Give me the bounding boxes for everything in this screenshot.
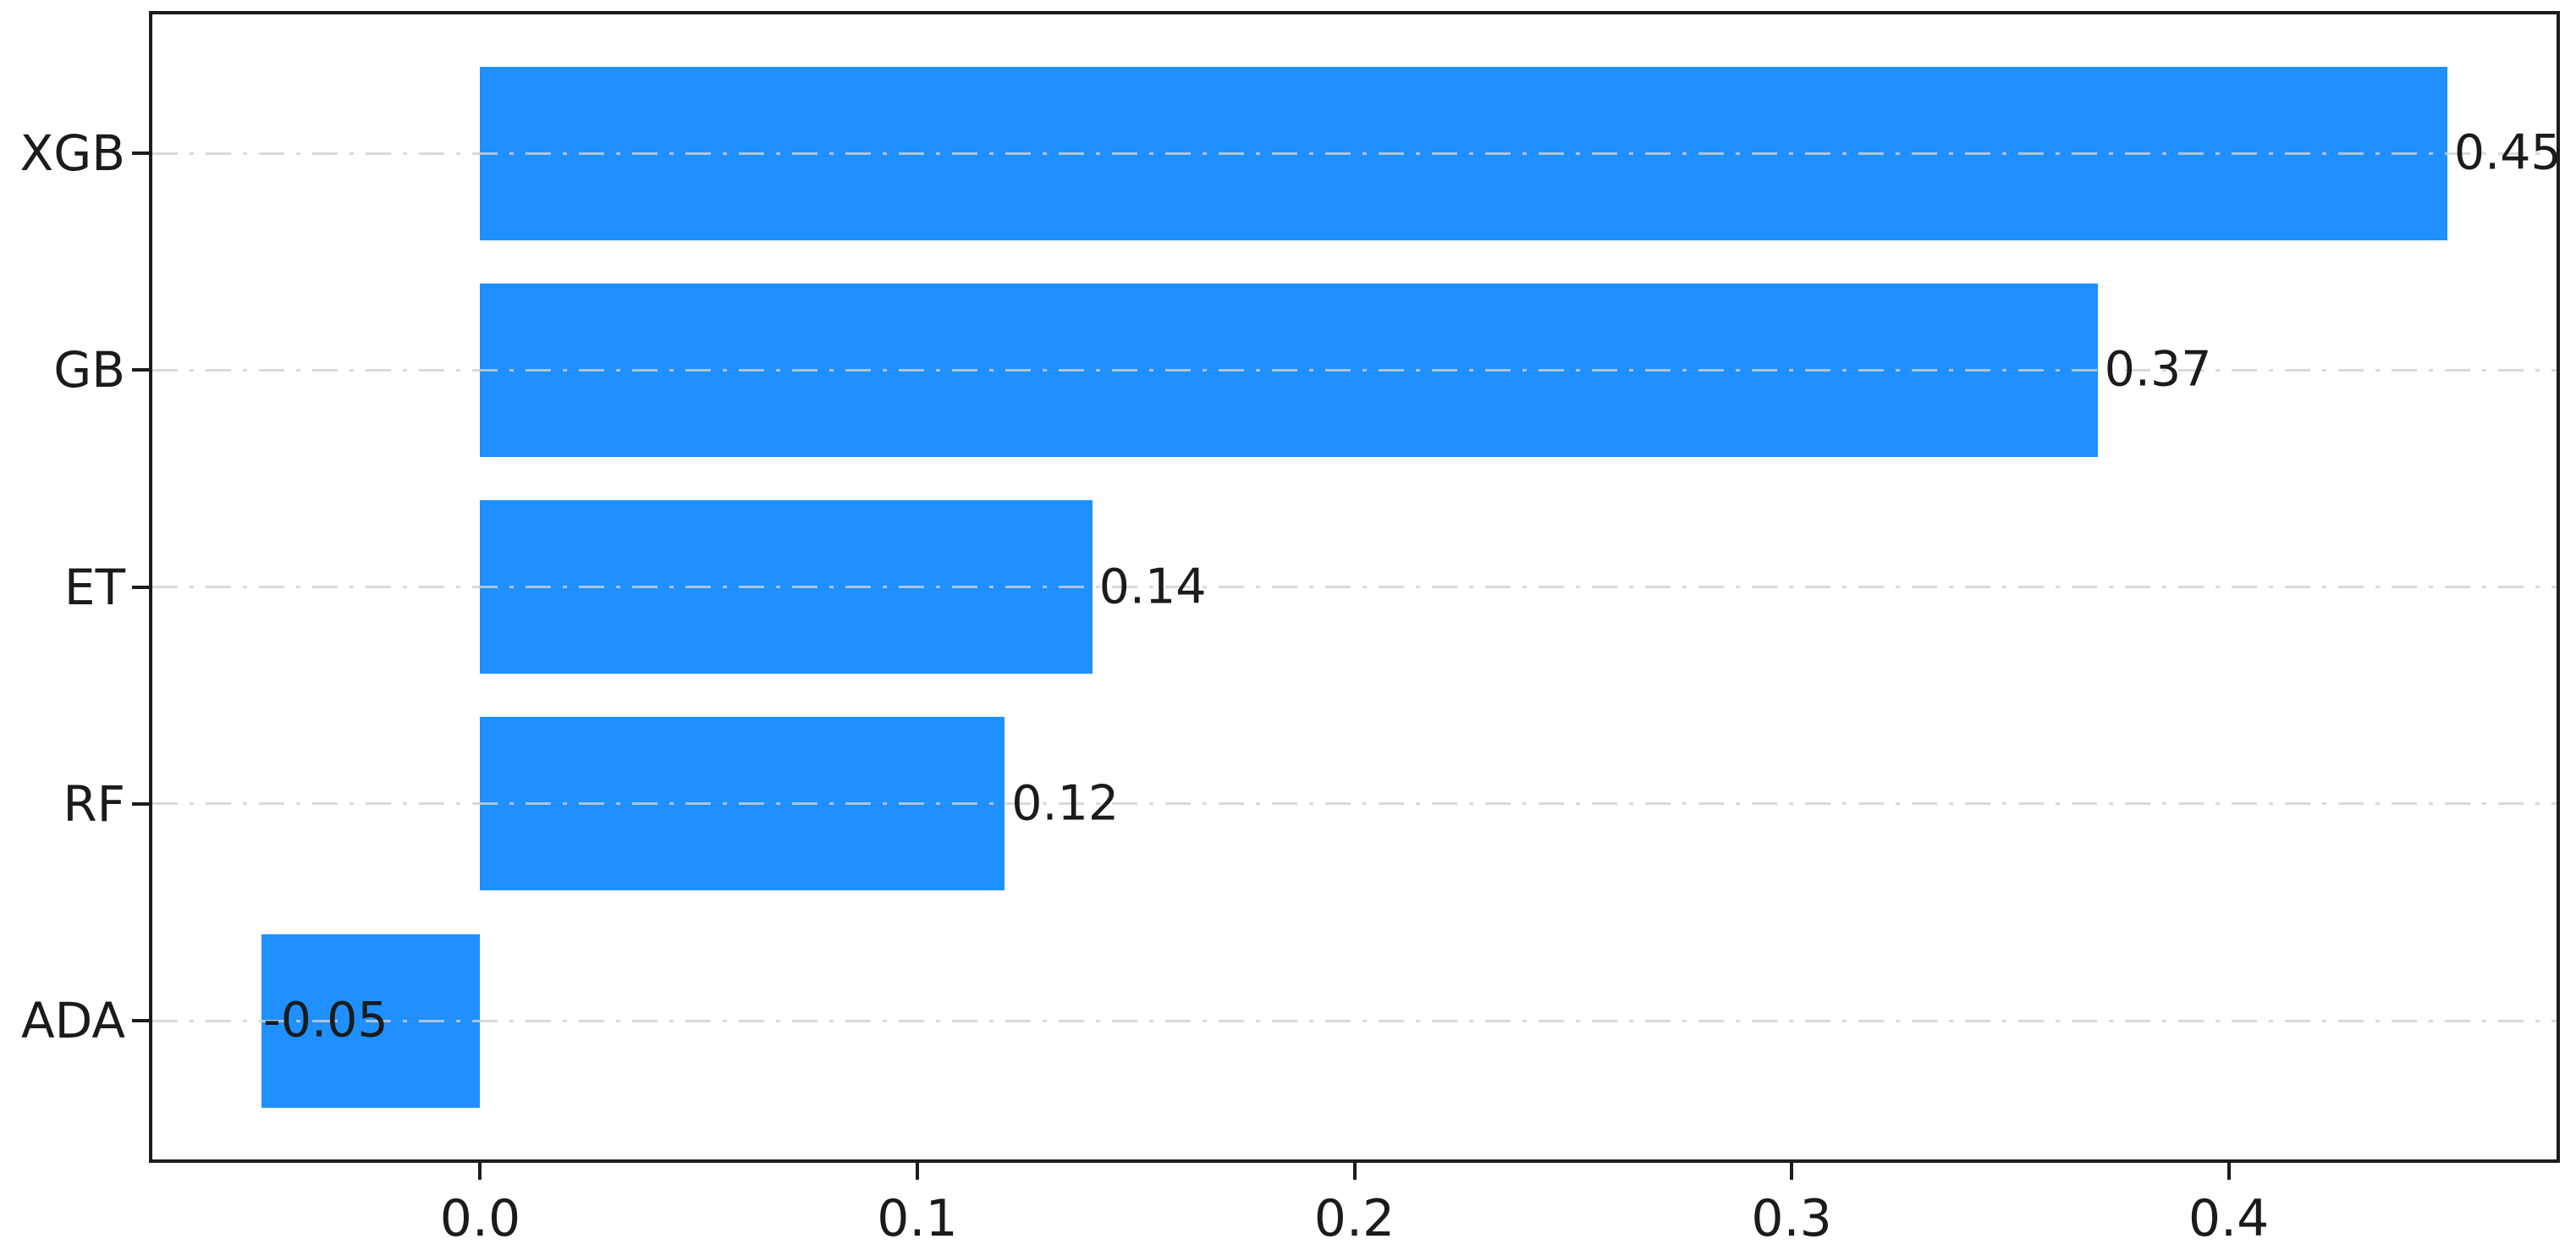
bar-value-label-rf: 0.12 (1011, 775, 1120, 832)
x-tick-0.2 (1352, 1159, 1357, 1180)
x-tick-0.1 (915, 1159, 919, 1180)
y-tick-xgb (132, 151, 152, 155)
x-tick-label-0.3: 0.3 (1751, 1189, 1832, 1248)
x-tick-label-0.2: 0.2 (1313, 1189, 1395, 1248)
gridline-ada (152, 1019, 2557, 1022)
x-tick-0.4 (2226, 1159, 2231, 1180)
bar-value-label-et: 0.14 (1098, 559, 1207, 614)
gridline-gb (152, 368, 2557, 372)
gridline-et (152, 586, 2557, 588)
y-tick-rf (132, 801, 152, 806)
y-tick-gb (132, 368, 152, 372)
y-tick-label-ada: ADA (21, 992, 125, 1049)
y-tick-label-gb: GB (53, 341, 125, 399)
x-tick-0.0 (478, 1159, 482, 1180)
y-tick-et (132, 585, 152, 589)
x-tick-label-0.0: 0.0 (439, 1189, 521, 1248)
y-tick-ada (132, 1019, 152, 1022)
gridline-xgb (152, 151, 2557, 155)
gridline-rf (152, 802, 2557, 806)
bar-value-label-ada: -0.05 (263, 992, 388, 1049)
x-tick-0.3 (1790, 1159, 1794, 1180)
bar-value-label-xgb: 0.45 (2453, 124, 2562, 181)
y-tick-label-xgb: XGB (19, 124, 125, 182)
y-tick-label-et: ET (63, 558, 125, 616)
x-tick-label-0.4: 0.4 (2188, 1189, 2270, 1248)
x-tick-label-0.1: 0.1 (877, 1189, 958, 1248)
y-tick-label-rf: RF (63, 774, 125, 833)
bar-value-label-gb: 0.37 (2104, 341, 2212, 398)
